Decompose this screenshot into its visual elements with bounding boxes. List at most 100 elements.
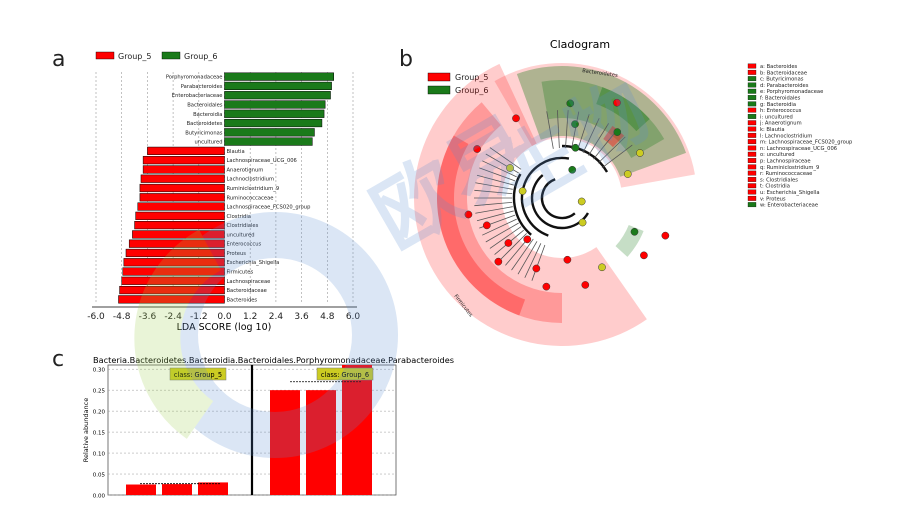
tree-branch — [485, 222, 519, 243]
legend-label-group5: Group_5 — [455, 73, 488, 82]
tree-branch — [489, 226, 522, 249]
key-entry: k: Blautia — [760, 127, 785, 133]
key-entry: q: Ruminiclostridium_9 — [760, 165, 819, 171]
bar-label: Escherichia_Shigella — [227, 260, 280, 266]
tree-node — [661, 231, 670, 240]
lda-bar — [125, 248, 225, 258]
key-entry: i: uncultured — [760, 114, 793, 120]
bar-label: Butyricimonas — [185, 130, 223, 136]
tree-node — [482, 221, 491, 230]
class-label-box-group5 — [169, 367, 227, 381]
tree-node — [504, 239, 513, 247]
x-tick-label: 0.0 — [217, 312, 232, 322]
key-entry: c: Butyricimonas — [760, 77, 804, 83]
lda-bar — [119, 285, 225, 295]
bar-label: Bacteroidia — [193, 112, 222, 118]
tree-node — [578, 218, 587, 227]
tree-node — [518, 187, 527, 195]
lda-bar — [140, 174, 225, 183]
bar-label: Lachnospiraceae_UCG_006 — [227, 158, 297, 164]
tree-node — [581, 281, 590, 289]
tree-branch — [479, 167, 516, 182]
bar-label: Bacteroides — [227, 297, 258, 303]
tree-branch — [531, 244, 546, 281]
tree-arc — [540, 178, 576, 220]
bar-label: Parabacteroides — [181, 84, 223, 90]
key-swatch — [747, 107, 757, 113]
legend-label-group6: Group_6 — [455, 86, 488, 95]
lda-bar — [224, 100, 326, 109]
clade-sector-proteobacteria — [494, 63, 695, 188]
lda-bar — [142, 156, 225, 165]
key-entry: e: Porphyromonadaceae — [760, 89, 823, 95]
key-swatch — [747, 158, 757, 163]
tree-branch — [556, 110, 560, 149]
lda-bar — [139, 193, 225, 202]
bar-label: Clostridia — [227, 214, 251, 220]
key-swatch — [747, 76, 757, 82]
lda-bar — [123, 258, 225, 267]
bar-label: Lachnospiraceae — [227, 279, 271, 285]
bar-label: uncultured — [227, 232, 255, 238]
tree-node — [563, 255, 572, 264]
key-entry: t: Clostridia — [760, 184, 790, 190]
lda-bar — [128, 239, 225, 248]
tree-branch — [524, 243, 542, 278]
bar-label: Bacteroidetes — [187, 121, 223, 127]
arc-label-bacteroidetes: Bacteroidetes — [582, 68, 619, 79]
key-swatch — [747, 114, 757, 119]
x-tick-label: -2.4 — [164, 312, 182, 322]
bar-label: Enterobacteriaceae — [172, 93, 223, 99]
clade-sector-porphyromonadaceae — [596, 87, 650, 132]
tree-node — [613, 98, 621, 107]
tree-branch — [475, 182, 513, 190]
key-entry: a: Bacteroides — [760, 64, 798, 70]
abundance-bar — [162, 484, 192, 495]
tree-branch — [474, 201, 513, 207]
key-swatch — [747, 189, 757, 195]
y-tick-label: 0.00 — [93, 494, 106, 500]
panel-b-letter: b — [399, 47, 413, 72]
x-tick-label: 6.0 — [346, 312, 361, 322]
y-tick-label: 0.25 — [93, 389, 106, 395]
bar-label: uncultured — [195, 140, 223, 146]
x-tick-label: -4.8 — [113, 312, 131, 322]
legend-swatch-group5 — [427, 72, 451, 82]
key-entry: f: Bacteroidales — [760, 96, 801, 102]
tree-branch — [565, 110, 569, 149]
lda-bar — [118, 295, 225, 304]
legend-label-group5: Group_5 — [118, 52, 151, 61]
key-swatch — [747, 164, 757, 170]
bar-label: Enterococcus — [227, 242, 262, 248]
tree-node — [523, 235, 532, 244]
legend-label-group6: Group_6 — [184, 52, 217, 61]
tree-branch — [482, 218, 517, 236]
key-entry: l: Lachnoclostridium — [760, 133, 812, 139]
key-entry: h: Enterococcus — [760, 108, 802, 114]
lda-bar — [139, 183, 225, 193]
bar-label: Lachnospiraceae_FCS020_group — [227, 205, 312, 211]
key-swatch — [747, 145, 757, 151]
clade-sector-enterobacteriaceae — [615, 224, 644, 257]
y-tick-label: 0.10 — [93, 452, 106, 458]
x-tick-label: -3.6 — [139, 312, 157, 322]
tree-branch — [582, 118, 600, 153]
tree-branch — [597, 136, 626, 164]
key-entry: g: Bacteroidia — [760, 102, 796, 108]
tree-branch — [601, 144, 633, 169]
bar-label: Blautia — [227, 149, 245, 155]
tree-branch — [489, 147, 522, 170]
key-entry: j: Anaerotignum — [759, 121, 802, 127]
lda-bar — [224, 128, 315, 137]
tree-node — [542, 282, 551, 291]
tree-branch — [517, 241, 538, 275]
tree-branch — [546, 111, 554, 149]
lda-bar — [224, 81, 332, 91]
bar-label: Ruminiclostridium_9 — [227, 186, 280, 192]
lda-bar — [224, 91, 331, 100]
key-entry: w: Enterobacteriaceae — [760, 203, 818, 209]
key-swatch — [747, 177, 757, 182]
tree-node — [623, 170, 632, 178]
key-swatch — [747, 126, 757, 132]
clade-sector-clostridia — [436, 102, 562, 324]
